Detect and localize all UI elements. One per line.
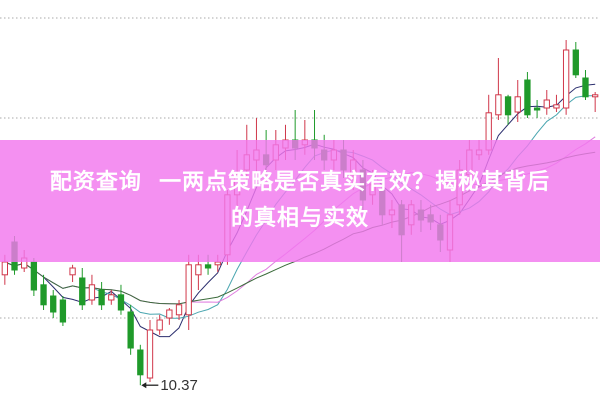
arrow-head	[141, 382, 147, 389]
candle	[40, 274, 47, 310]
candle	[592, 92, 599, 112]
candle-body	[504, 96, 512, 116]
candle	[79, 268, 86, 310]
candle	[137, 344, 144, 386]
title-line-1: 配资查询 一两点策略是否真实有效？揭秘其背后	[49, 170, 551, 195]
candle	[117, 284, 125, 315]
candle	[495, 58, 502, 120]
candle-body	[185, 264, 192, 316]
candle-body	[592, 94, 599, 98]
candle-body	[166, 309, 173, 319]
candle-body	[562, 49, 570, 109]
candle-body	[204, 264, 212, 269]
candle-body	[553, 104, 560, 109]
candle-body	[40, 284, 47, 306]
candle-body	[514, 96, 521, 113]
candle-body	[543, 99, 550, 109]
candle-body	[582, 77, 589, 98]
candle-body	[117, 294, 125, 311]
candle	[562, 40, 570, 115]
candle	[524, 72, 531, 118]
candle-body	[98, 289, 105, 306]
candle-body	[156, 319, 163, 331]
low-annotation: 10.37	[141, 377, 198, 394]
candle-body	[30, 261, 38, 291]
candle	[98, 282, 105, 310]
candle-body	[69, 267, 76, 276]
candle	[156, 314, 163, 335]
candle-body	[79, 277, 86, 306]
title-banner: 配资查询 一两点策略是否真实有效？揭秘其背后 的真相与实效	[0, 140, 600, 262]
candle	[543, 90, 550, 115]
candle-body	[146, 329, 154, 379]
candle	[88, 274, 96, 305]
candle-body	[127, 311, 134, 349]
candle	[166, 308, 173, 325]
candle	[582, 70, 589, 100]
candle	[504, 94, 512, 125]
candle	[553, 94, 560, 112]
candle-body	[195, 264, 202, 276]
candle	[50, 290, 57, 318]
candle	[108, 290, 115, 305]
title-line-2: 的真相与实效	[230, 206, 369, 231]
candle	[146, 320, 154, 382]
candle-body	[175, 304, 183, 316]
candle	[59, 296, 67, 326]
candle-body	[524, 79, 531, 116]
candle	[533, 100, 541, 118]
low-price-label: 10.37	[160, 377, 198, 394]
candle	[30, 258, 38, 296]
candle-body	[572, 49, 579, 76]
gridlines	[0, 17, 600, 319]
candle-body	[108, 294, 115, 301]
candle	[127, 304, 134, 355]
candle-body	[214, 261, 221, 266]
candle-body	[495, 94, 502, 116]
candle	[572, 42, 579, 78]
candle-body	[1, 261, 8, 276]
candle-body	[137, 349, 144, 376]
candle	[185, 254, 192, 330]
candle	[175, 300, 183, 320]
candle-body	[533, 107, 541, 111]
candle-body	[88, 284, 96, 301]
candle	[69, 264, 76, 282]
candle-body	[59, 299, 67, 323]
candle	[514, 80, 521, 122]
candle-body	[50, 295, 57, 313]
